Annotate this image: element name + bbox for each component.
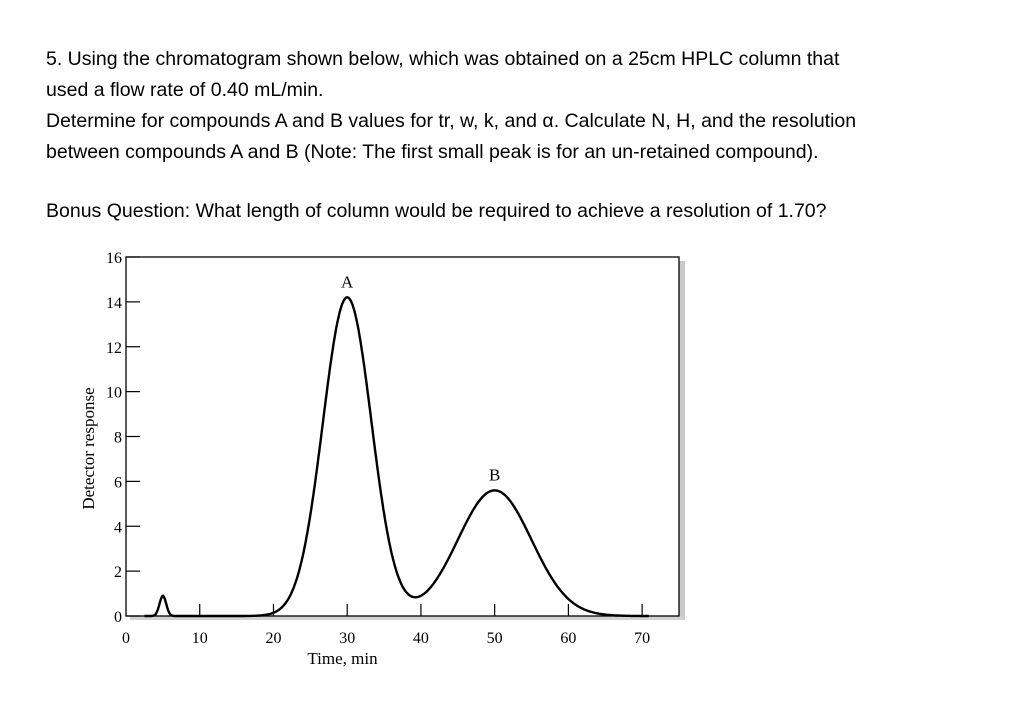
question-line-4: between compounds A and B (Note: The fir… [46, 141, 819, 163]
question-line-3: Determine for compounds A and B values f… [46, 110, 857, 132]
y-axis-label: Detector response [79, 387, 98, 509]
plot-shadow-right [679, 261, 685, 620]
y-tick-label-0: 0 [114, 609, 122, 626]
x-tick-label-1: 10 [192, 630, 208, 647]
x-tick-label-7: 70 [634, 630, 650, 647]
y-tick-label-1: 2 [114, 564, 122, 581]
chromatogram-trace [144, 296, 649, 618]
plot-area [125, 256, 680, 617]
y-tick-label-4: 8 [114, 430, 122, 447]
y-tick-label-2: 4 [114, 519, 122, 536]
question-line-1: 5. Using the chromatogram shown below, w… [46, 48, 840, 70]
plot-shadow-bottom [130, 616, 683, 620]
x-tick-label-4: 40 [413, 630, 429, 647]
y-tick-label-6: 12 [106, 340, 122, 357]
peak-label-b: B [489, 465, 500, 484]
bonus-question: Bonus Question: What length of column wo… [46, 200, 827, 222]
y-tick-label-3: 6 [114, 474, 122, 491]
x-axis-label: Time, min [307, 649, 378, 668]
x-tick-label-6: 60 [560, 630, 576, 647]
y-tick-label-7: 14 [106, 295, 122, 312]
x-tick-label-0: 0 [122, 630, 130, 647]
x-tick-label-3: 30 [339, 630, 355, 647]
x-tick-label-5: 50 [487, 630, 503, 647]
question-line-2: used a flow rate of 0.40 mL/min. [46, 79, 324, 101]
y-tick-label-5: 10 [106, 385, 122, 402]
x-tick-label-2: 20 [265, 630, 281, 647]
peak-label-a: A [341, 272, 354, 291]
y-tick-label-8: 16 [106, 250, 122, 267]
question-text: 5. Using the chromatogram shown below, w… [46, 44, 1006, 168]
